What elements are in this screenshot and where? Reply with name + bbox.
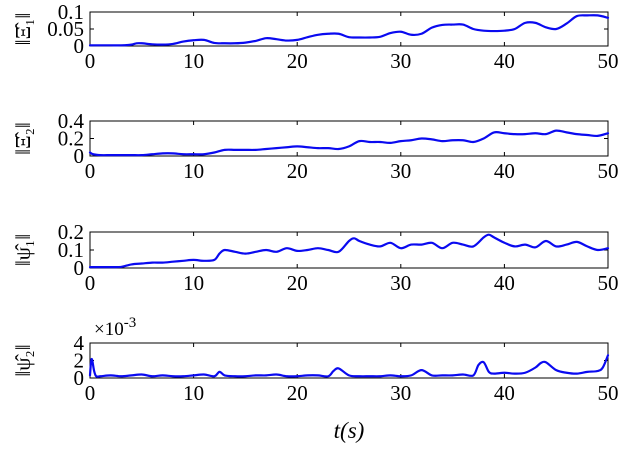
x-tick-label: 20 xyxy=(287,49,308,73)
y-axis-label: ‖ψ̂₂‖ xyxy=(11,344,35,376)
x-tick-label: 20 xyxy=(287,381,308,405)
series-line-4-1 xyxy=(88,354,610,378)
y-tick-label: 0.2 xyxy=(58,127,84,151)
x-tick-label: 20 xyxy=(287,159,308,183)
x-tick-label: 50 xyxy=(598,381,619,405)
y-tick-label: 0.2 xyxy=(58,220,84,244)
x-axis-label: t(s) xyxy=(334,418,365,443)
y-tick-label: 0.1 xyxy=(58,238,84,262)
subplot-1: 0 10 20 30 40 50 00.050.1 ‖Ξ̂₁‖ xyxy=(11,0,619,73)
series-line-2-1 xyxy=(88,129,610,157)
x-tick-label: 0 xyxy=(85,49,96,73)
x-tick-label: 10 xyxy=(183,49,204,73)
y-exponent-label: ×10-3 xyxy=(94,315,136,340)
axes-box xyxy=(89,11,609,47)
x-tick-label: 40 xyxy=(494,159,515,183)
x-tick-label: 30 xyxy=(390,381,411,405)
subplot-3: 0 10 20 30 40 50 00.10.2 ‖ψ̂₁‖ xyxy=(11,220,619,295)
x-tick-label: 40 xyxy=(494,381,515,405)
series-line-3-1 xyxy=(88,233,610,269)
x-tick-label: 10 xyxy=(183,159,204,183)
x-tick-label: 20 xyxy=(287,271,308,295)
y-tick-label: 0.1 xyxy=(58,0,84,24)
x-tick-label: 0 xyxy=(85,159,96,183)
y-tick-label: 0 xyxy=(74,366,85,390)
axes-box xyxy=(89,342,609,379)
x-tick-label: 50 xyxy=(598,271,619,295)
subplot-2: 0 10 20 30 40 50 00.20.4 ‖Ξ̂₂‖ xyxy=(11,109,619,183)
x-tick-label: 50 xyxy=(598,159,619,183)
x-tick-label: 10 xyxy=(183,381,204,405)
x-tick-label: 0 xyxy=(85,271,96,295)
y-axis-label: ‖Ξ̂₁‖ xyxy=(11,13,35,46)
y-tick-label: 0 xyxy=(74,144,85,168)
y-tick-label: 0 xyxy=(74,256,85,280)
x-tick-label: 40 xyxy=(494,49,515,73)
x-tick-label: 30 xyxy=(390,271,411,295)
x-tick-label: 0 xyxy=(85,381,96,405)
x-tick-label: 30 xyxy=(390,49,411,73)
axes-box xyxy=(89,120,609,157)
subplot-4: 0 10 20 30 40 50 024 ‖ψ̂₂‖ ×10-3 t(s) xyxy=(11,315,619,443)
x-tick-label: 40 xyxy=(494,271,515,295)
y-tick-label: 0.05 xyxy=(47,17,84,41)
y-axis-label: ‖Ξ̂₂‖ xyxy=(11,122,35,155)
y-tick-label: 0 xyxy=(74,34,85,58)
series-line-1-1 xyxy=(88,14,610,47)
x-tick-label: 50 xyxy=(598,49,619,73)
y-tick-label: 2 xyxy=(74,349,85,373)
y-axis-label: ‖ψ̂₁‖ xyxy=(11,234,35,266)
x-tick-label: 10 xyxy=(183,271,204,295)
x-tick-label: 30 xyxy=(390,159,411,183)
y-tick-label: 0.4 xyxy=(58,109,85,133)
y-tick-label: 4 xyxy=(74,331,85,355)
